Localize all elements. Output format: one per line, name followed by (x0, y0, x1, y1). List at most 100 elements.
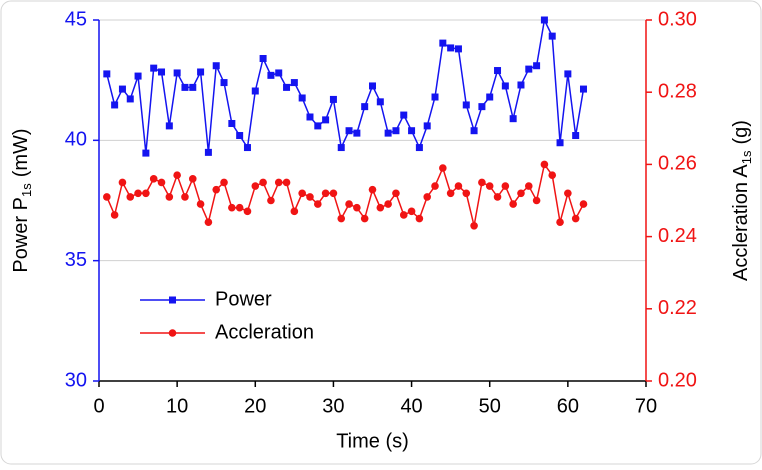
y-tick-label: 35 (65, 249, 87, 271)
point (337, 214, 346, 223)
point (103, 193, 111, 201)
point (509, 115, 517, 123)
point (400, 111, 408, 119)
legend-marker (169, 296, 176, 304)
point (149, 175, 158, 183)
point (564, 70, 572, 78)
point (188, 175, 197, 183)
point (235, 203, 244, 212)
point (110, 211, 119, 219)
y2-tick-label: 0.30 (658, 8, 697, 30)
point (462, 101, 470, 109)
point (314, 200, 322, 208)
point (134, 72, 142, 80)
point (454, 45, 462, 53)
point (251, 182, 260, 190)
point (274, 178, 283, 187)
point (360, 214, 369, 223)
point (314, 122, 322, 130)
point (478, 103, 486, 111)
point (579, 85, 587, 93)
point (556, 218, 564, 226)
point (298, 94, 306, 102)
point (290, 79, 298, 87)
point (212, 62, 220, 70)
point (548, 171, 557, 180)
y2-tick-label: 0.28 (658, 80, 697, 102)
point (564, 189, 572, 198)
point (306, 113, 314, 121)
point (321, 189, 330, 198)
point (407, 207, 416, 216)
x-tick-label: 0 (93, 395, 104, 417)
point (454, 182, 463, 190)
point (150, 64, 158, 72)
y2-axis-label-main: Accleration A (730, 164, 752, 281)
point (462, 189, 471, 198)
point (345, 200, 353, 208)
point (501, 82, 509, 90)
point (369, 82, 376, 90)
point (556, 139, 564, 147)
x-tick-label: 40 (400, 395, 422, 417)
point (126, 193, 135, 201)
point (423, 122, 431, 130)
point (283, 83, 291, 91)
point (439, 164, 447, 172)
point (494, 67, 502, 75)
point (228, 203, 236, 212)
point (306, 193, 314, 201)
point (486, 93, 494, 101)
point (493, 193, 502, 201)
point (111, 101, 119, 109)
point (329, 189, 338, 198)
point (384, 200, 392, 208)
point (142, 189, 150, 198)
y-axis-label-main: Power P (10, 197, 32, 273)
x-tick-label: 50 (479, 395, 501, 417)
point (384, 129, 392, 137)
point (165, 122, 173, 130)
point (204, 218, 213, 226)
point (118, 178, 127, 187)
y2-tick-label: 0.22 (658, 297, 697, 319)
y-axis-label-unit: (mW) (10, 128, 32, 177)
point (220, 79, 228, 87)
y-tick-label: 40 (65, 129, 87, 151)
point (259, 55, 267, 63)
point (282, 178, 291, 187)
point (533, 62, 541, 70)
point (267, 196, 275, 205)
point (236, 132, 244, 140)
point (485, 182, 494, 190)
x-tick-label: 30 (322, 395, 344, 417)
point (579, 200, 588, 208)
point (470, 127, 478, 135)
point (157, 178, 166, 187)
point (173, 171, 181, 180)
point (525, 65, 533, 73)
x-tick-label: 10 (166, 395, 188, 417)
point (158, 68, 166, 76)
point (540, 16, 548, 24)
x-tick-label: 70 (635, 395, 657, 417)
point (220, 178, 228, 187)
point (399, 211, 408, 219)
point (415, 144, 423, 152)
point (361, 103, 369, 111)
point (392, 127, 400, 135)
point (196, 200, 205, 208)
point (368, 185, 377, 194)
point (251, 87, 259, 95)
point (189, 83, 197, 91)
point (548, 32, 556, 40)
y-axis-label: Power P1s (mW) (10, 128, 34, 272)
y-tick-label: 45 (65, 8, 87, 30)
point (345, 127, 353, 135)
point (322, 116, 330, 124)
point (501, 182, 510, 190)
point (353, 129, 361, 137)
